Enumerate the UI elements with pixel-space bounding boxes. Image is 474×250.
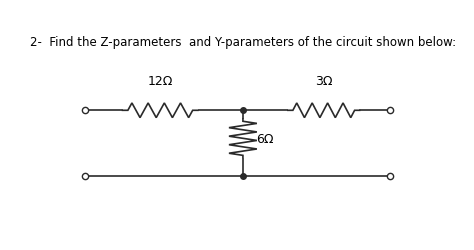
- Text: 3Ω: 3Ω: [315, 75, 332, 88]
- Text: 2-  Find the Z-parameters  and Y-parameters of the circuit shown below:: 2- Find the Z-parameters and Y-parameter…: [30, 36, 456, 49]
- Text: 12Ω: 12Ω: [147, 75, 173, 88]
- Text: 6Ω: 6Ω: [256, 132, 273, 145]
